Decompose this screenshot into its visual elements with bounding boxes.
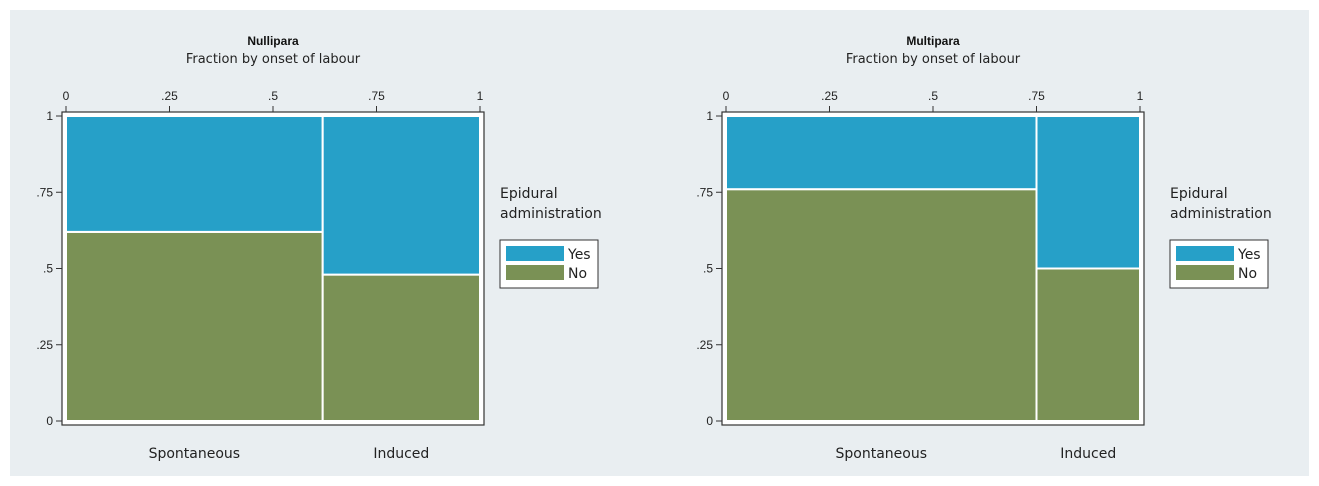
legend-swatch-yes bbox=[1176, 246, 1234, 261]
x-tick-label: 0 bbox=[63, 89, 70, 103]
y-tick-label: 0 bbox=[706, 414, 713, 428]
legend-title: administration bbox=[1170, 206, 1272, 222]
y-tick-label: 0 bbox=[46, 414, 53, 428]
x-tick-label: .25 bbox=[161, 89, 178, 103]
y-tick-label: .5 bbox=[703, 262, 713, 276]
chart-title: Nullipara bbox=[247, 34, 299, 48]
bar-spontaneous-no bbox=[725, 188, 1038, 422]
x-tick-label: .5 bbox=[928, 89, 938, 103]
bar-induced-no bbox=[1035, 267, 1141, 422]
x-tick-label: 1 bbox=[1137, 89, 1144, 103]
bar-spontaneous-no bbox=[65, 230, 324, 422]
bar-induced-yes bbox=[1035, 115, 1141, 270]
mosaic-charts: Nullipara Fraction by onset of labour 0 .25… bbox=[36, 34, 1271, 462]
category-label-induced: Induced bbox=[1060, 446, 1116, 462]
y-tick-label: .75 bbox=[696, 185, 713, 199]
x-axis-title: Fraction by onset of labour bbox=[846, 52, 1021, 67]
x-axis-title: Fraction by onset of labour bbox=[186, 52, 361, 67]
legend-label-yes: Yes bbox=[1237, 247, 1261, 263]
chart-title: Multipara bbox=[906, 34, 960, 48]
chart-panel-nullipara: Nullipara Fraction by onset of labour 0 .25… bbox=[36, 34, 601, 462]
legend-title: Epidural bbox=[500, 186, 558, 202]
category-label-spontaneous: Spontaneous bbox=[836, 446, 928, 462]
bar-spontaneous-yes bbox=[725, 115, 1038, 191]
y-tick-label: 1 bbox=[706, 109, 713, 123]
legend-label-yes: Yes bbox=[567, 247, 591, 263]
x-tick-label: .5 bbox=[268, 89, 278, 103]
y-tick-label: .75 bbox=[36, 185, 53, 199]
legend-swatch-no bbox=[506, 265, 564, 280]
category-label-induced: Induced bbox=[373, 446, 429, 462]
bar-spontaneous-yes bbox=[65, 115, 324, 233]
legend: Epidural administration Yes No bbox=[1169, 186, 1272, 289]
x-tick-label: .75 bbox=[1028, 89, 1045, 103]
y-tick-label: .25 bbox=[696, 338, 713, 352]
legend-title: administration bbox=[500, 206, 602, 222]
legend-swatch-no bbox=[1176, 265, 1234, 280]
x-tick-label: .75 bbox=[368, 89, 385, 103]
x-tick-label: .25 bbox=[821, 89, 838, 103]
legend-label-no: No bbox=[1238, 266, 1257, 282]
legend-title: Epidural bbox=[1170, 186, 1228, 202]
y-tick-label: .25 bbox=[36, 338, 53, 352]
legend-swatch-yes bbox=[506, 246, 564, 261]
category-label-spontaneous: Spontaneous bbox=[149, 446, 241, 462]
figure: Nullipara Fraction by onset of labour 0 .25… bbox=[10, 10, 1309, 476]
y-tick-label: .5 bbox=[43, 262, 53, 276]
x-tick-label: 0 bbox=[723, 89, 730, 103]
y-tick-label: 1 bbox=[46, 109, 53, 123]
bar-induced-yes bbox=[321, 115, 481, 276]
legend-label-no: No bbox=[568, 266, 587, 282]
x-tick-label: 1 bbox=[477, 89, 484, 103]
legend: Epidural administration Yes No bbox=[499, 186, 602, 289]
chart-panel-multipara: Multipara Fraction by onset of labour 0 .25… bbox=[696, 34, 1271, 462]
bar-induced-no bbox=[321, 273, 481, 422]
